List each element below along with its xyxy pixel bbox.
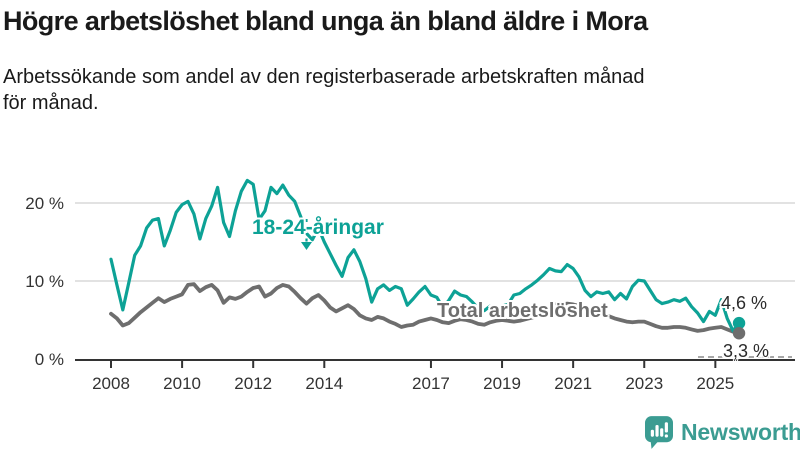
chart-subtitle: Arbetssökande som andel av den registerb… — [3, 64, 783, 117]
x-tick-label-2017: 2017 — [412, 374, 450, 393]
x-tick-label-2021: 2021 — [554, 374, 592, 393]
x-tick-label-2010: 2010 — [163, 374, 201, 393]
series-line-total — [109, 282, 741, 336]
y-tick-label-10: 10 % — [25, 272, 64, 291]
y-tick-label-20: 20 % — [25, 194, 64, 213]
series-label-youth: 18-24-åringar — [252, 216, 384, 239]
end-value-label-total: 3,3 % — [723, 341, 770, 361]
series-end-dot-youth — [732, 316, 746, 330]
y-tick-label-0: 0 % — [35, 350, 64, 369]
x-tick-label-2012: 2012 — [234, 374, 272, 393]
series-line-youth — [109, 178, 741, 333]
x-tick-label-2025: 2025 — [696, 374, 734, 393]
chart-title: Högre arbetslöshet bland unga än bland ä… — [3, 6, 648, 36]
newsworthy-logo: Newsworthy — [645, 416, 800, 449]
x-tick-label-2019: 2019 — [483, 374, 521, 393]
newsworthy-brand-text: Newsworthy — [681, 419, 800, 445]
series-label-total: Total arbetslöshet — [437, 300, 608, 322]
chart-subtitle-line2: för månad. — [3, 92, 99, 115]
series-end-dot-total — [732, 327, 746, 340]
x-tick-label-2008: 2008 — [92, 374, 130, 393]
end-value-label-youth: 4,6 % — [721, 293, 768, 313]
youth-label-arrow-head — [301, 242, 312, 250]
newsworthy-bar-chart-bubble-icon — [645, 416, 673, 449]
x-tick-label-2014: 2014 — [305, 374, 343, 393]
x-tick-label-2023: 2023 — [625, 374, 663, 393]
chart-subtitle-line1: Arbetssökande som andel av den registerb… — [3, 66, 645, 88]
